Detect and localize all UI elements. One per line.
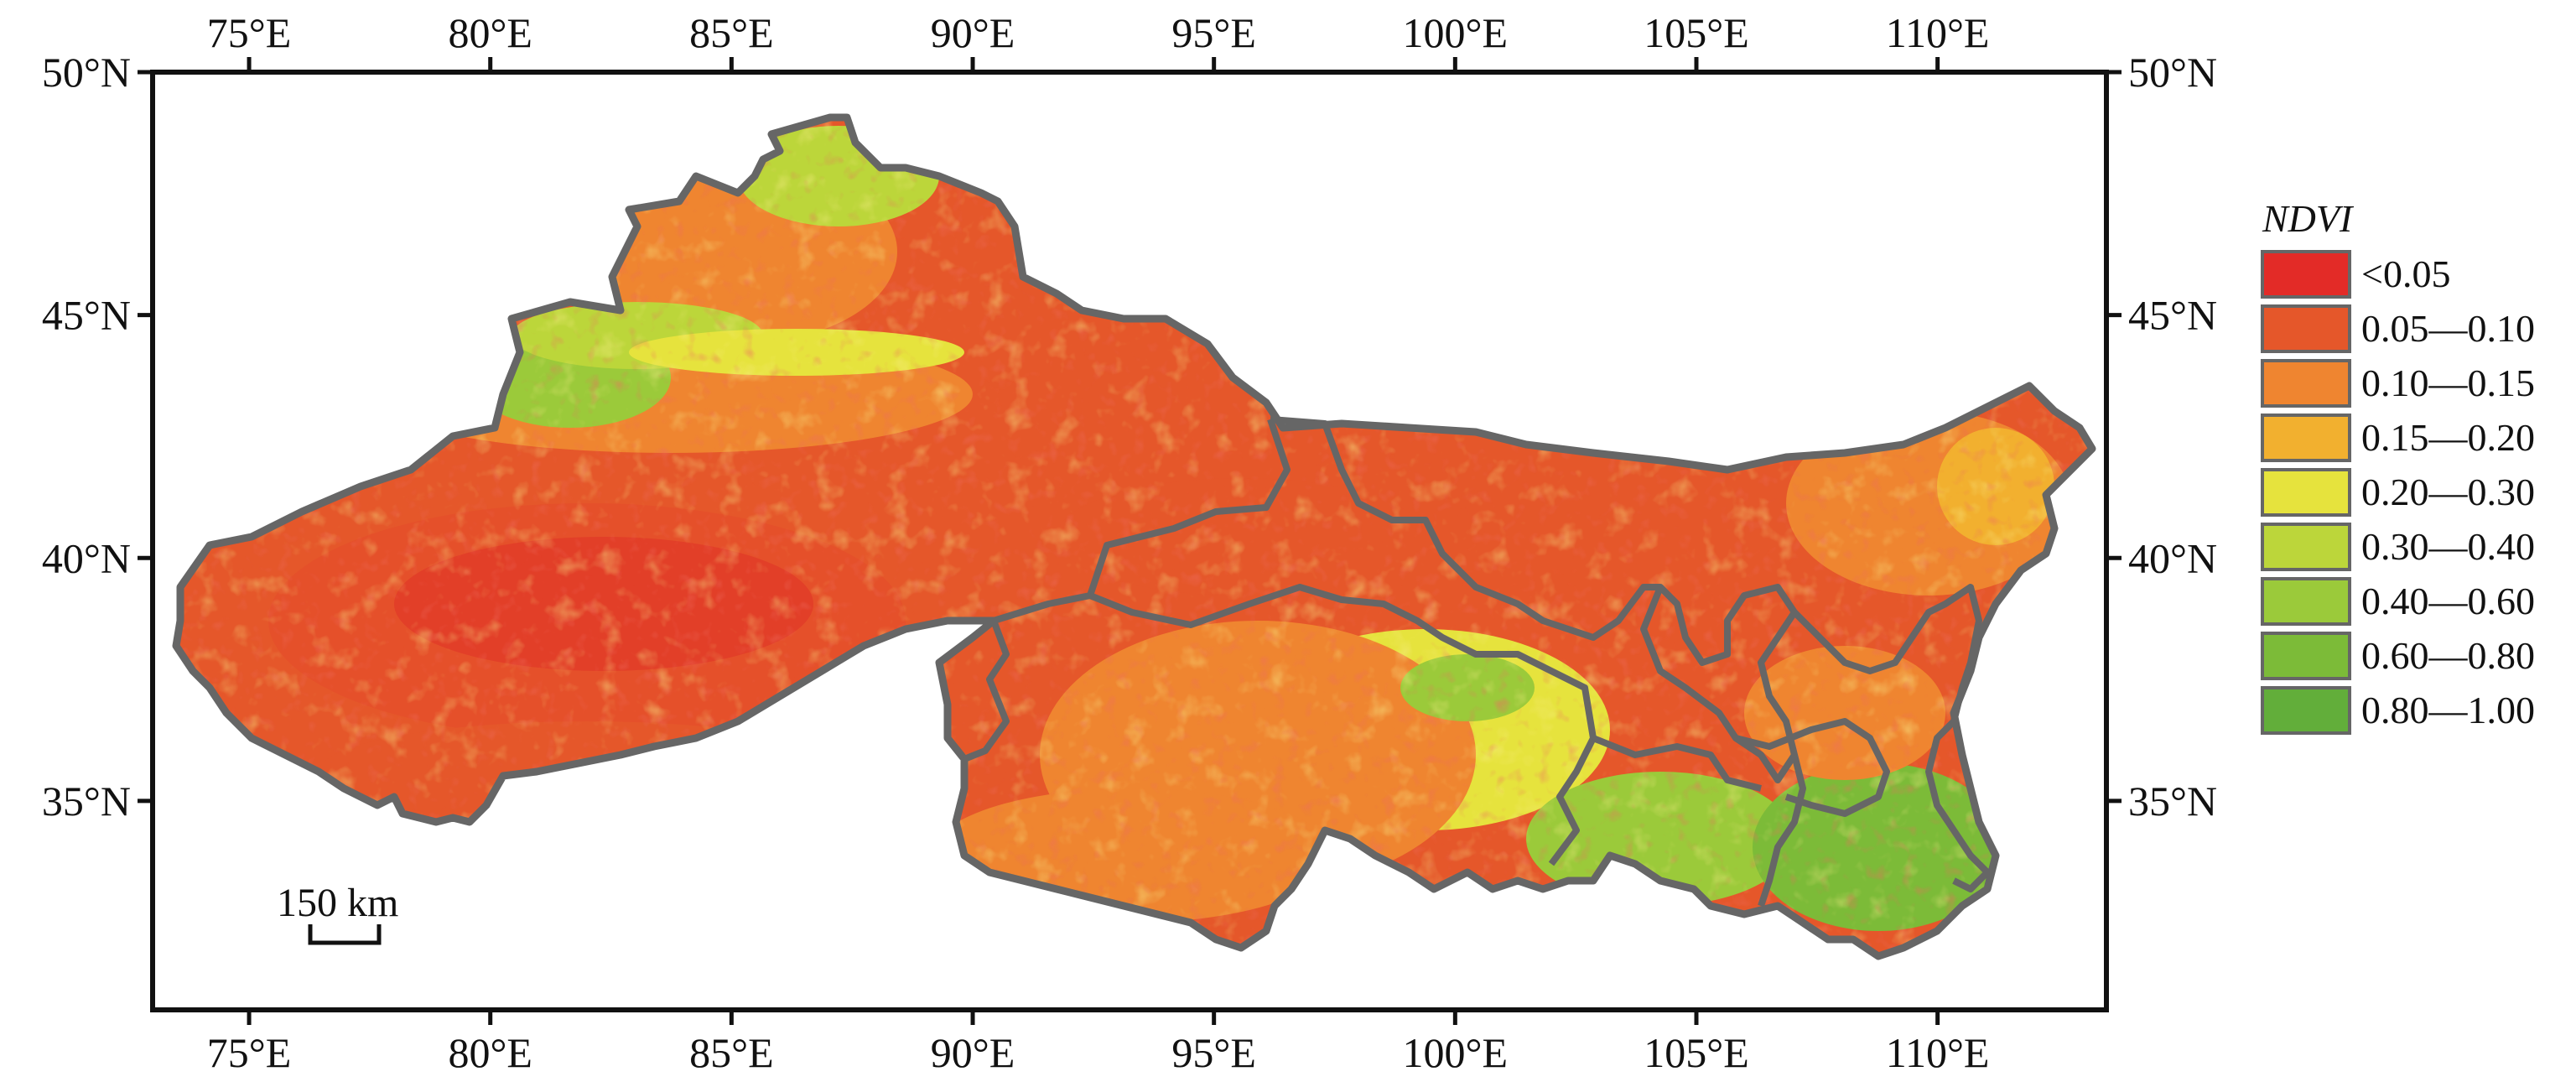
legend-label: 0.15—0.20 <box>2361 416 2535 459</box>
legend-label: <0.05 <box>2361 252 2450 295</box>
lon-label-bottom: 95°E <box>1171 1029 1256 1076</box>
lat-label-left: 50°N <box>42 49 131 96</box>
lon-label-bottom: 75°E <box>207 1029 292 1076</box>
lon-label-bottom: 80°E <box>448 1029 532 1076</box>
legend-label: 0.60—0.80 <box>2361 634 2535 677</box>
bottom-longitude-labels: 75°E 80°E 85°E 90°E 95°E 100°E 105°E 110°E <box>207 1029 1990 1076</box>
scale-bar: 150 km <box>277 881 398 945</box>
lon-label-top: 110°E <box>1886 9 1990 56</box>
gansu-qinghai-boundary <box>1088 584 1597 866</box>
lon-label-bottom: 90°E <box>931 1029 1015 1076</box>
gansu-south-boundary <box>1735 718 1890 817</box>
legend-swatch <box>2261 359 2351 408</box>
legend-swatch <box>2261 414 2351 462</box>
lat-label-left: 45°N <box>42 292 131 339</box>
lat-label-right: 45°N <box>2128 292 2217 339</box>
lat-label-right: 35°N <box>2128 778 2217 825</box>
legend-swatch <box>2261 577 2351 626</box>
lat-label-left: 40°N <box>42 534 131 581</box>
legend-swatch <box>2261 468 2351 517</box>
legend-swatch <box>2261 523 2351 571</box>
lon-label-top: 100°E <box>1403 9 1509 56</box>
lon-label-bottom: 110°E <box>1886 1029 1990 1076</box>
lon-label-top: 105°E <box>1644 9 1749 56</box>
right-latitude-labels: 50°N 45°N 40°N 35°N <box>2128 49 2217 825</box>
shaanxi-boundary <box>1792 584 1991 892</box>
legend-title: NDVI <box>2262 197 2355 240</box>
lon-label-top: 90°E <box>931 9 1015 56</box>
legend-label: 0.20—0.30 <box>2361 471 2535 513</box>
region-outline <box>172 113 2096 960</box>
xinjiang-boundary <box>963 418 1291 762</box>
lon-label-bottom: 85°E <box>689 1029 774 1076</box>
legend-label: 0.40—0.60 <box>2361 580 2535 622</box>
gansu-shaanxi-boundary <box>1592 735 1762 792</box>
legend-label: 0.05—0.10 <box>2361 307 2535 350</box>
ningxia-boundary <box>1640 584 1798 783</box>
lon-label-bottom: 100°E <box>1403 1029 1509 1076</box>
lon-label-top: 85°E <box>689 9 774 56</box>
legend-label: 0.30—0.40 <box>2361 525 2535 568</box>
shaanxi-west-boundary <box>1758 754 1806 908</box>
lon-label-top: 80°E <box>448 9 532 56</box>
left-latitude-labels: 50°N 45°N 40°N 35°N <box>42 49 131 825</box>
legend-swatch <box>2261 686 2351 735</box>
lat-label-right: 50°N <box>2128 49 2217 96</box>
scale-bar-label: 150 km <box>277 881 398 925</box>
lat-label-left: 35°N <box>42 778 131 825</box>
gansu-inner-mongolia-boundary <box>1270 416 1660 641</box>
province-boundaries <box>963 416 1991 908</box>
legend-label: 0.80—1.00 <box>2361 689 2535 731</box>
lat-label-right: 40°N <box>2128 534 2217 581</box>
scale-bar-line <box>308 924 382 945</box>
legend-swatch <box>2261 250 2351 299</box>
lon-label-bottom: 105°E <box>1644 1029 1749 1076</box>
legend-label: 0.10—0.15 <box>2361 362 2535 404</box>
lon-label-top: 95°E <box>1171 9 1256 56</box>
legend-swatch <box>2261 632 2351 680</box>
legend-swatch <box>2261 304 2351 353</box>
lon-label-top: 75°E <box>207 9 292 56</box>
ndvi-legend: NDVI <0.05 0.05—0.10 0.10—0.15 0.15—0.20 0.2… <box>2261 197 2535 735</box>
top-longitude-labels: 75°E 80°E 85°E 90°E 95°E 100°E 105°E 110°E <box>207 9 1990 56</box>
axis-ticks <box>138 57 2122 1025</box>
